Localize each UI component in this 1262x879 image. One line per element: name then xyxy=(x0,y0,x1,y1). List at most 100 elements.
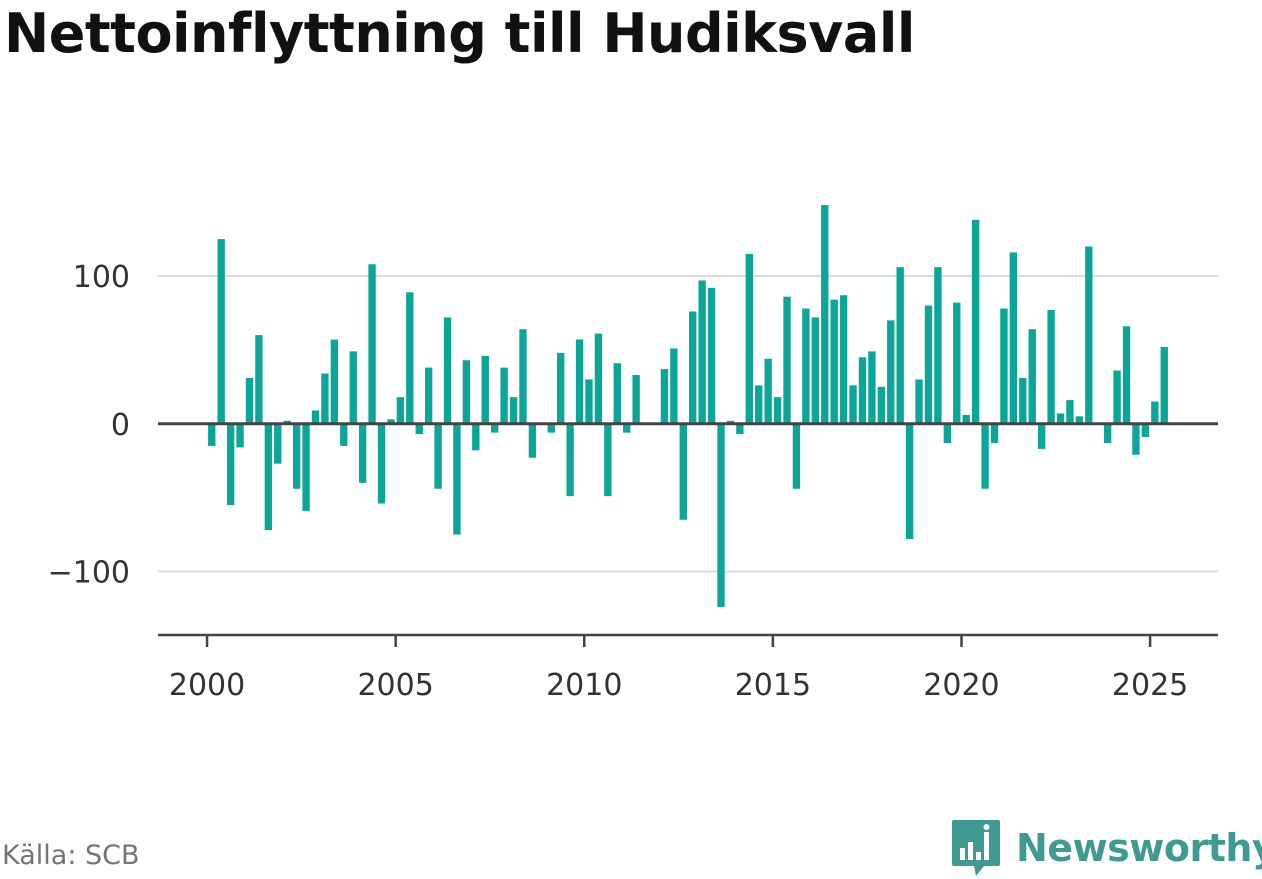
chart-title: Nettoinflyttning till Hudiksvall xyxy=(4,2,915,65)
bar xyxy=(934,267,942,424)
bar xyxy=(830,299,838,424)
bar xyxy=(1047,310,1055,424)
bar xyxy=(1113,370,1121,424)
bar xyxy=(915,379,923,424)
bar xyxy=(632,375,640,424)
y-tick-label: 0 xyxy=(111,408,130,443)
bar xyxy=(472,423,480,451)
bar xyxy=(896,267,904,424)
bar xyxy=(1141,423,1150,438)
bar xyxy=(887,320,895,424)
bar xyxy=(849,385,857,424)
bar xyxy=(802,308,810,424)
bar xyxy=(453,423,461,535)
bar xyxy=(311,410,320,424)
bar xyxy=(764,358,772,424)
bar xyxy=(557,352,565,424)
bar xyxy=(981,423,989,489)
gridlines xyxy=(158,275,1218,573)
bar xyxy=(962,414,970,424)
bar xyxy=(623,423,631,433)
bar xyxy=(519,329,527,424)
x-tick-label: 2010 xyxy=(546,668,622,703)
bar xyxy=(971,219,980,424)
bar xyxy=(1000,308,1008,424)
bar xyxy=(698,280,706,424)
bar xyxy=(585,379,593,424)
bar xyxy=(1037,423,1046,449)
bar xyxy=(679,423,687,520)
bar xyxy=(1075,416,1084,424)
bar xyxy=(208,423,216,446)
bar xyxy=(773,397,782,424)
bar xyxy=(1066,400,1074,424)
bar xyxy=(424,367,433,424)
bar xyxy=(415,423,423,435)
bar xyxy=(566,423,574,497)
bar xyxy=(707,287,716,424)
bar xyxy=(377,423,386,504)
bar xyxy=(509,397,518,424)
bar xyxy=(368,264,376,424)
bar xyxy=(396,397,405,424)
bar xyxy=(226,423,235,505)
bar xyxy=(255,335,263,424)
y-tick-label: 100 xyxy=(73,260,130,295)
bar xyxy=(877,386,886,424)
bar xyxy=(434,423,442,489)
bar xyxy=(953,302,961,424)
newsworthy-logo-icon xyxy=(952,820,1000,876)
bar xyxy=(264,423,273,531)
bar xyxy=(1103,423,1112,443)
bar xyxy=(613,363,621,424)
x-axis-tick-labels: 2000 2005 2010 2015 2020 2025 xyxy=(169,668,1188,703)
bar xyxy=(481,355,489,424)
bar xyxy=(755,385,763,424)
brand-name: Newsworthy xyxy=(1016,826,1262,870)
bar xyxy=(990,423,999,443)
y-axis-tick-labels: −100 0 100 xyxy=(48,260,130,590)
bar xyxy=(274,423,282,464)
x-tick-label: 2025 xyxy=(1112,668,1188,703)
bar xyxy=(245,377,254,424)
x-tick-label: 2015 xyxy=(735,668,811,703)
y-tick-label: −100 xyxy=(48,555,130,590)
bar xyxy=(839,295,848,424)
bar xyxy=(811,317,819,424)
bar xyxy=(924,305,933,424)
bar xyxy=(689,311,697,424)
x-tick-label: 2020 xyxy=(923,668,999,703)
bar xyxy=(717,423,725,607)
source-note: Källa: SCB xyxy=(2,840,140,871)
bar xyxy=(1122,326,1131,424)
bar xyxy=(604,423,612,497)
bar xyxy=(1028,329,1036,424)
bar xyxy=(358,423,367,483)
bar xyxy=(821,205,829,424)
bar xyxy=(1151,401,1159,424)
bar xyxy=(490,423,499,433)
bar xyxy=(292,423,301,489)
bar xyxy=(547,423,555,433)
x-tick-label: 2005 xyxy=(357,668,433,703)
bar xyxy=(670,348,678,424)
bar xyxy=(330,339,339,424)
brand-logo: Newsworthy xyxy=(950,818,1262,878)
bar xyxy=(943,423,952,443)
bar xyxy=(1019,377,1027,424)
bar xyxy=(736,423,744,435)
bar xyxy=(236,423,244,448)
bar xyxy=(340,423,348,446)
axes xyxy=(158,422,1218,647)
bar xyxy=(406,292,414,424)
bar xyxy=(858,357,867,424)
bar xyxy=(443,317,452,424)
bar xyxy=(594,333,603,424)
bar xyxy=(528,423,537,458)
bar xyxy=(905,423,914,539)
bar xyxy=(462,360,471,424)
bar xyxy=(792,423,801,489)
bar xyxy=(575,339,584,424)
bar xyxy=(349,351,357,424)
